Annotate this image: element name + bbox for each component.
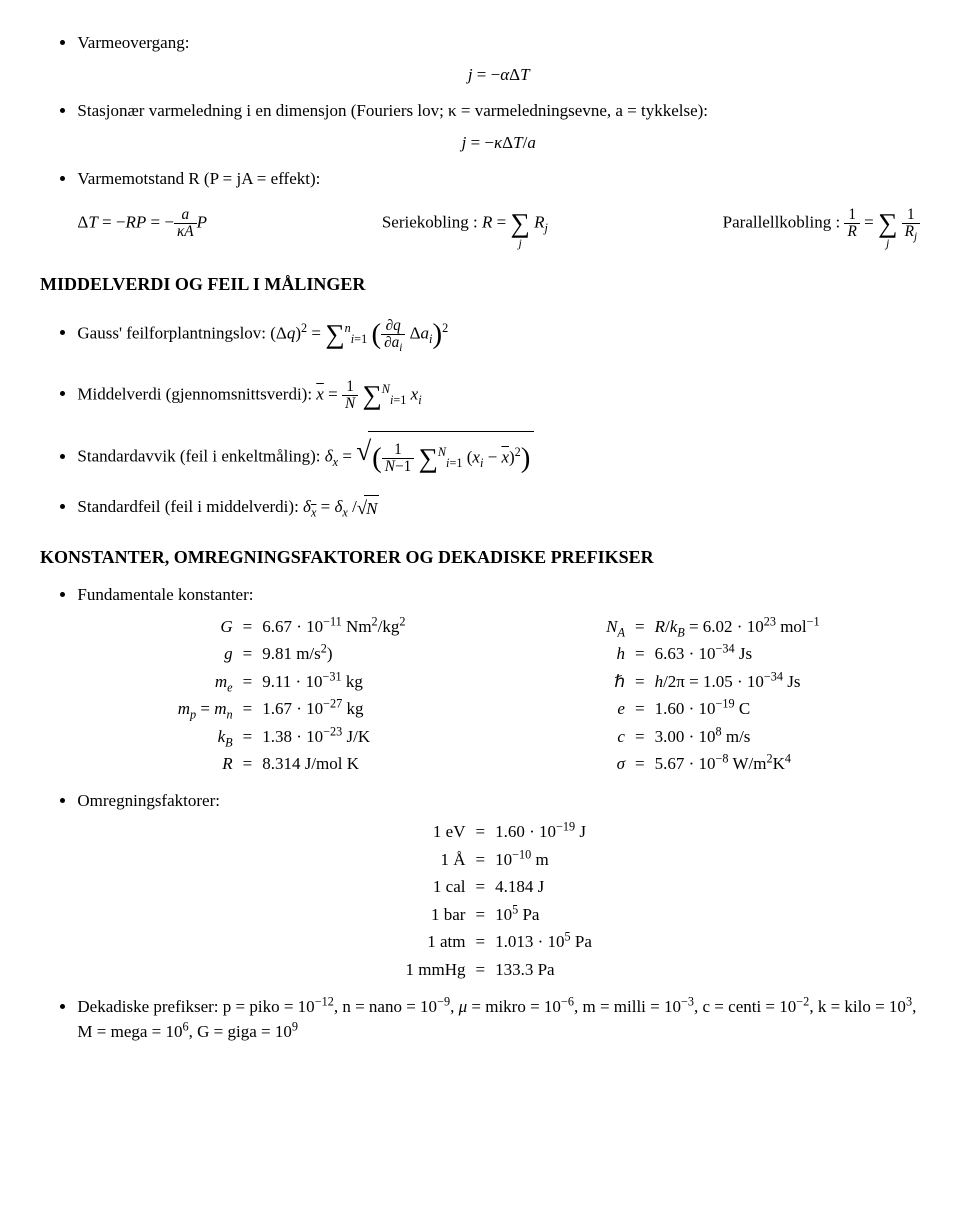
- item-std: Standardavvik (feil i enkeltmåling): δx …: [77, 431, 920, 484]
- heading-const: KONSTANTER, OMREGNINGSFAKTORER OG DEKADI…: [40, 544, 920, 571]
- constants-left: G=6.67 · 10−11 Nm2/kg2 g=9.81 m/s2) me=9…: [172, 613, 412, 778]
- eq-left: ΔT = −RP = −aκAP: [77, 207, 207, 240]
- constants-columns: G=6.67 · 10−11 Nm2/kg2 g=9.81 m/s2) me=9…: [77, 613, 920, 778]
- item-varmeovergang: Varmeovergang: j = −αΔT: [77, 30, 920, 88]
- item-fund-const: Fundamentale konstanter: G=6.67 · 10−11 …: [77, 582, 920, 778]
- item-mean: Middelverdi (gjennomsnittsverdi): x = 1N…: [77, 370, 920, 421]
- label: Varmemotstand R (P = jA = effekt):: [77, 169, 320, 188]
- equation-row: ΔT = −RP = −aκAP Seriekobling : R = ∑j R…: [77, 198, 920, 249]
- equation: j = −κΔT/a: [77, 130, 920, 156]
- label: Stasjonær varmeledning i en dimensjon (F…: [77, 101, 708, 120]
- label: Fundamentale konstanter:: [77, 585, 253, 604]
- eq-series: Seriekobling : R = ∑j Rj: [382, 198, 548, 249]
- item-fourier: Stasjonær varmeledning i en dimensjon (F…: [77, 98, 920, 156]
- item-gauss: Gauss' feilforplantningslov: (Δq)2 = ∑ n…: [77, 309, 920, 360]
- label: Omregningsfaktorer:: [77, 791, 220, 810]
- item-prefixes: Dekadiske prefikser: p = piko = 10−12, n…: [77, 994, 920, 1045]
- conversions-table-wrap: 1 eV=1.60 · 10−19 J 1 Å=10−10 m 1 cal=4.…: [77, 818, 920, 983]
- item-stderr: Standardfeil (feil i middelverdi): δx = …: [77, 494, 920, 522]
- eq-parallel: Parallellkobling : 1R = ∑j 1Rj: [723, 198, 920, 249]
- conversions-table: 1 eV=1.60 · 10−19 J 1 Å=10−10 m 1 cal=4.…: [400, 818, 598, 983]
- item-varmemotstand: Varmemotstand R (P = jA = effekt): ΔT = …: [77, 166, 920, 249]
- item-conversions: Omregningsfaktorer: 1 eV=1.60 · 10−19 J …: [77, 788, 920, 984]
- heading-stats: MIDDELVERDI OG FEIL I MÅLINGER: [40, 271, 920, 298]
- label: Varmeovergang:: [77, 33, 189, 52]
- equation: j = −αΔT: [77, 62, 920, 88]
- constants-right: NA=R/kB = 6.02 · 1023 mol−1 h=6.63 · 10−…: [600, 613, 826, 778]
